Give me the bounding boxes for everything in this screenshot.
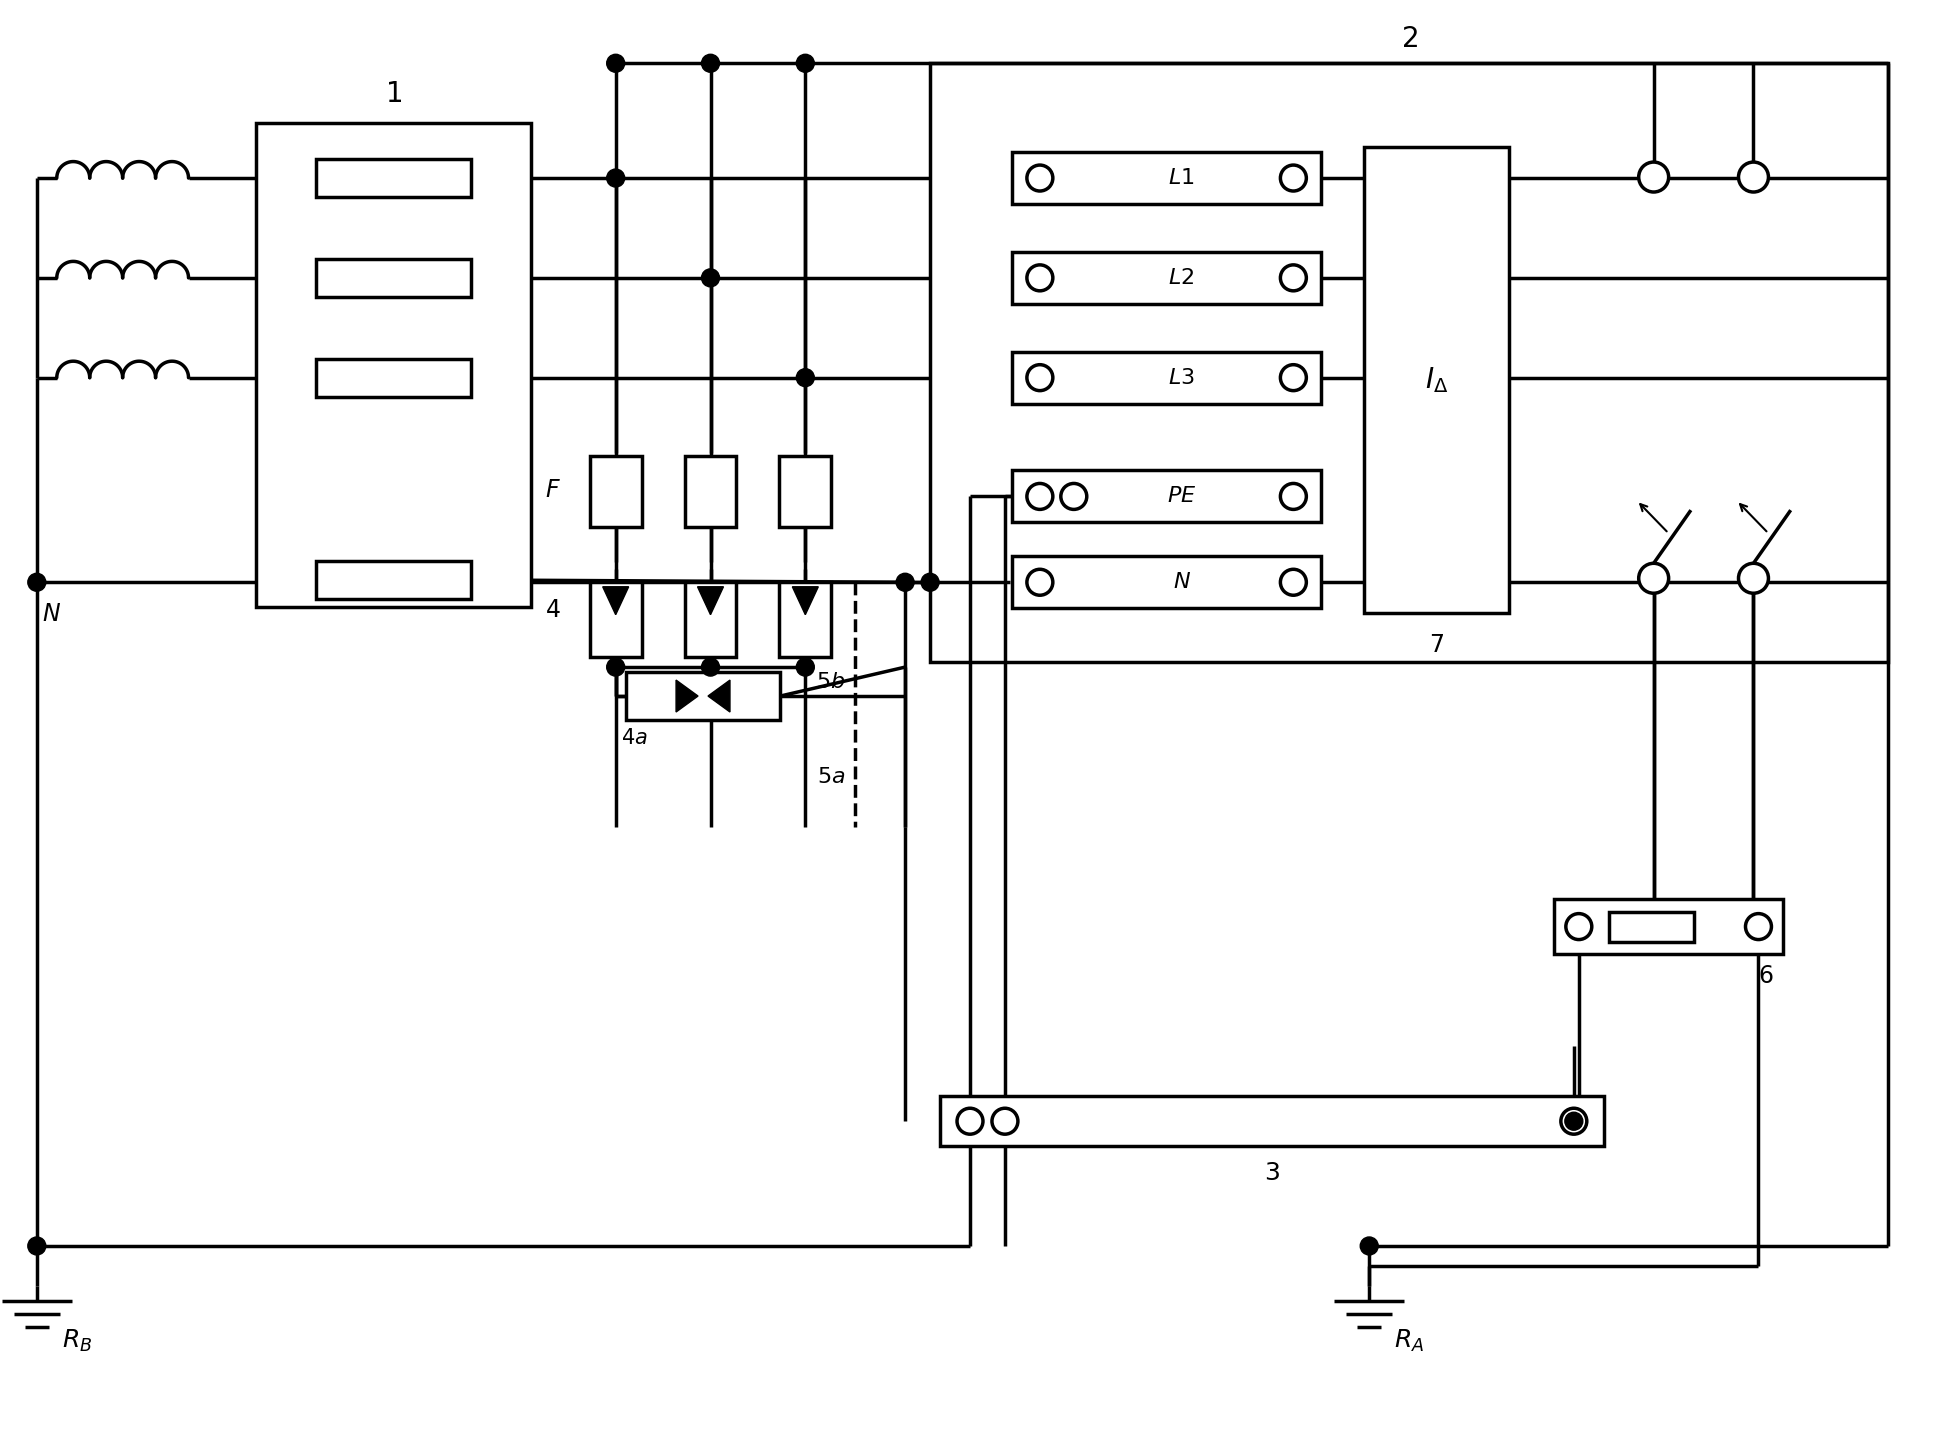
Circle shape xyxy=(607,54,624,72)
Circle shape xyxy=(1561,1108,1586,1134)
Bar xyxy=(1553,899,1784,954)
Text: $6$: $6$ xyxy=(1759,964,1774,988)
Circle shape xyxy=(1028,570,1053,596)
Bar xyxy=(316,259,471,296)
Circle shape xyxy=(1280,570,1307,596)
Bar xyxy=(1012,252,1320,304)
Text: $F$: $F$ xyxy=(545,478,560,503)
Bar xyxy=(1012,556,1320,609)
Text: $2$: $2$ xyxy=(1400,26,1417,53)
Circle shape xyxy=(1280,165,1307,190)
Bar xyxy=(931,63,1889,662)
Bar xyxy=(1012,352,1320,404)
Bar xyxy=(1609,912,1693,942)
Circle shape xyxy=(1638,162,1669,192)
Bar xyxy=(1012,152,1320,203)
Text: $R_A$: $R_A$ xyxy=(1394,1327,1425,1353)
Bar xyxy=(626,672,779,720)
Text: $7$: $7$ xyxy=(1429,633,1445,657)
Circle shape xyxy=(1280,484,1307,510)
Bar xyxy=(779,583,832,657)
Circle shape xyxy=(1280,365,1307,391)
Text: $N$: $N$ xyxy=(43,603,60,626)
Circle shape xyxy=(27,1237,47,1254)
Text: $5b$: $5b$ xyxy=(816,672,845,692)
Polygon shape xyxy=(603,587,628,614)
Text: $L3$: $L3$ xyxy=(1167,368,1194,388)
Circle shape xyxy=(27,573,47,591)
Bar xyxy=(589,455,642,527)
Circle shape xyxy=(702,269,719,286)
Circle shape xyxy=(896,573,913,591)
Circle shape xyxy=(702,54,719,72)
Bar xyxy=(316,159,471,198)
Polygon shape xyxy=(677,680,698,712)
Bar xyxy=(316,358,471,397)
Polygon shape xyxy=(698,587,723,614)
Bar xyxy=(316,561,471,599)
Text: $4a$: $4a$ xyxy=(620,727,648,748)
Circle shape xyxy=(921,573,938,591)
Bar xyxy=(684,455,737,527)
Bar xyxy=(1012,471,1320,523)
Text: $N$: $N$ xyxy=(1173,573,1191,593)
Circle shape xyxy=(1361,1237,1379,1254)
Bar xyxy=(940,1097,1604,1146)
Circle shape xyxy=(1565,1113,1582,1130)
Circle shape xyxy=(797,659,814,676)
Bar xyxy=(1365,147,1509,613)
Text: $PE$: $PE$ xyxy=(1167,487,1196,507)
Circle shape xyxy=(1567,914,1592,939)
Bar xyxy=(779,455,832,527)
Circle shape xyxy=(607,169,624,188)
Circle shape xyxy=(1745,914,1772,939)
Circle shape xyxy=(797,368,814,387)
Text: $4$: $4$ xyxy=(545,597,560,621)
Circle shape xyxy=(702,659,719,676)
Text: $L1$: $L1$ xyxy=(1169,168,1194,188)
Bar xyxy=(684,583,737,657)
Circle shape xyxy=(958,1108,983,1134)
Circle shape xyxy=(1061,484,1086,510)
Circle shape xyxy=(1028,265,1053,291)
Text: $5a$: $5a$ xyxy=(816,768,845,786)
Text: $R_B$: $R_B$ xyxy=(62,1327,91,1353)
Text: $I_{\Delta}$: $I_{\Delta}$ xyxy=(1425,365,1448,395)
Circle shape xyxy=(1739,162,1768,192)
Text: $1$: $1$ xyxy=(386,80,401,109)
Bar xyxy=(256,123,531,607)
Circle shape xyxy=(607,659,624,676)
Circle shape xyxy=(1028,165,1053,190)
Text: $3$: $3$ xyxy=(1264,1161,1280,1186)
Circle shape xyxy=(1280,265,1307,291)
Circle shape xyxy=(1638,563,1669,593)
Text: $L2$: $L2$ xyxy=(1169,268,1194,288)
Circle shape xyxy=(797,54,814,72)
Circle shape xyxy=(1028,365,1053,391)
Polygon shape xyxy=(793,587,818,614)
Polygon shape xyxy=(708,680,729,712)
Circle shape xyxy=(1028,484,1053,510)
Circle shape xyxy=(993,1108,1018,1134)
Circle shape xyxy=(1739,563,1768,593)
Bar xyxy=(589,583,642,657)
